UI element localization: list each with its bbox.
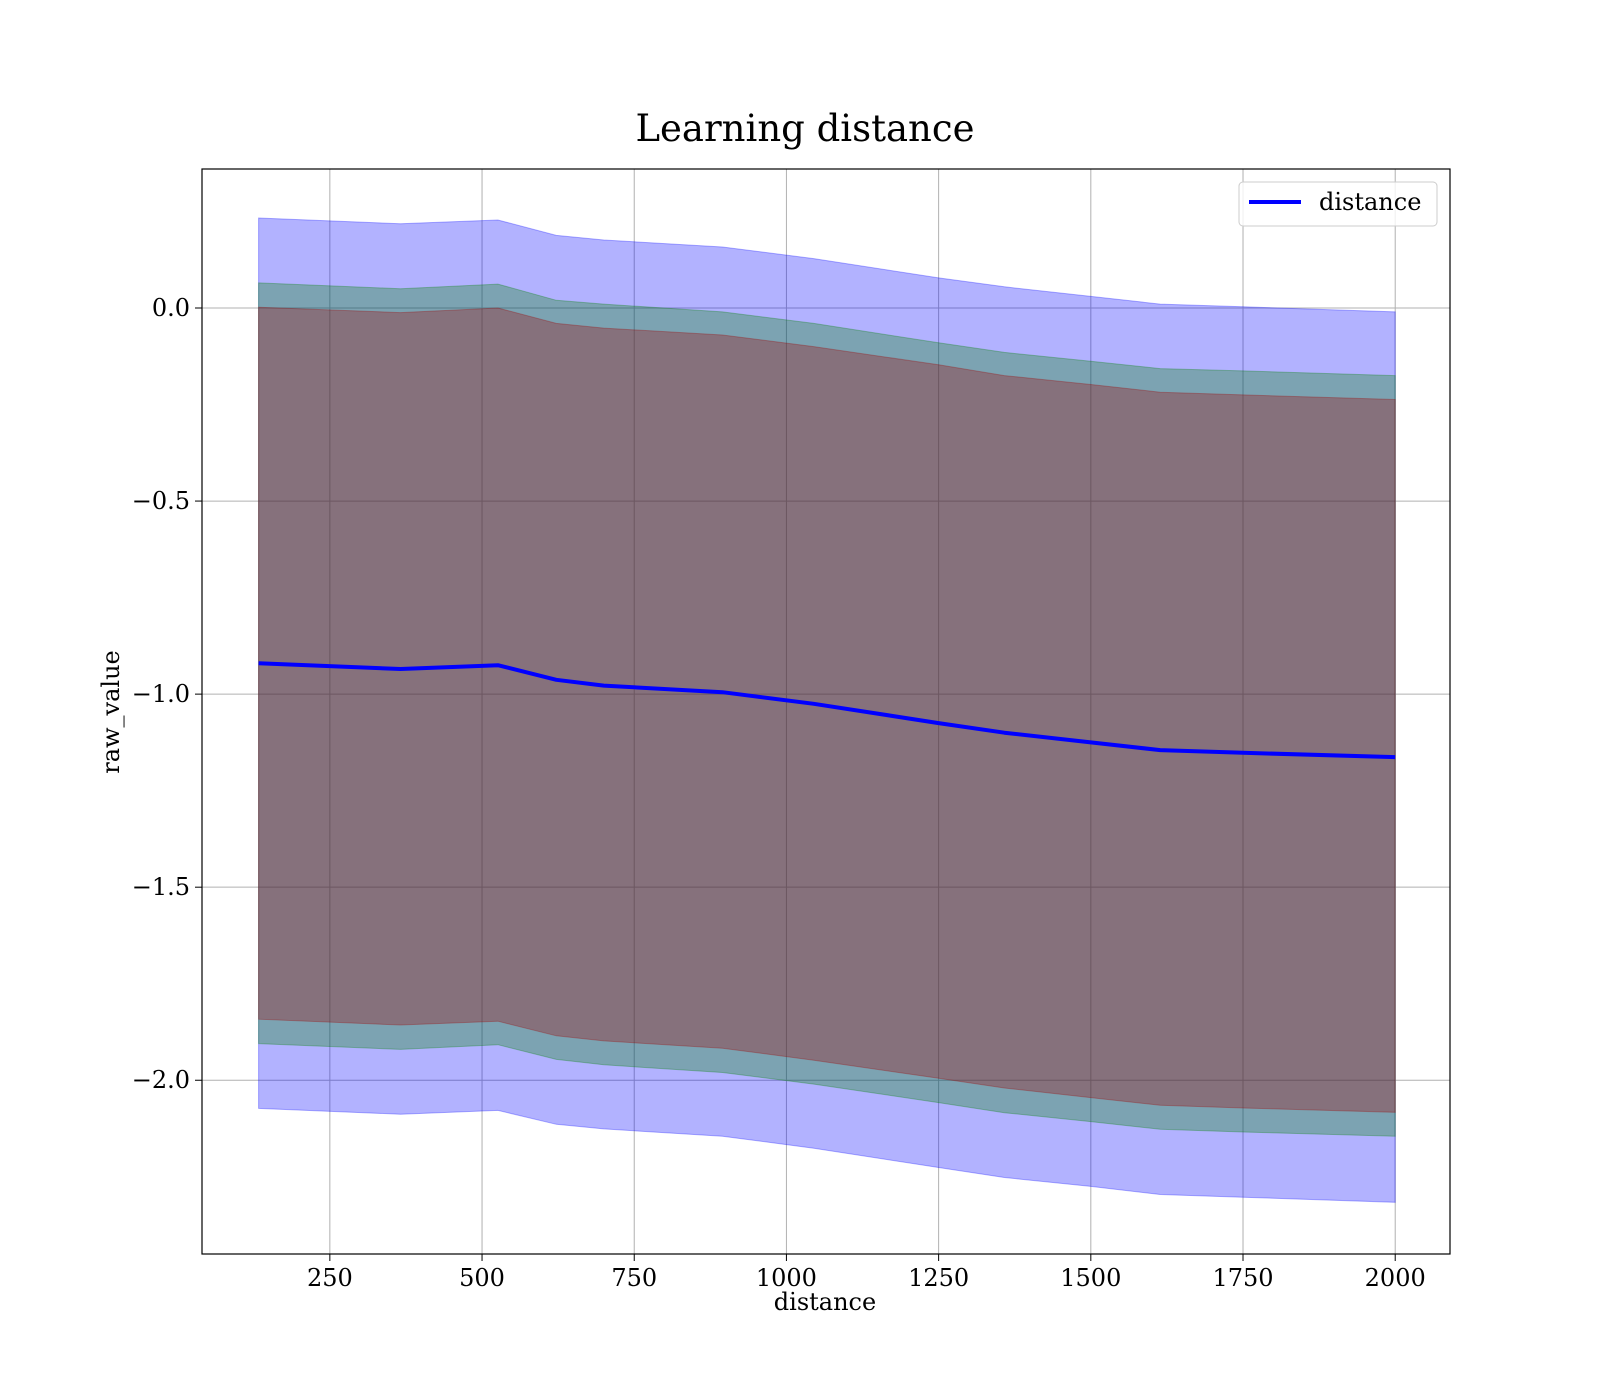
y-tick-label: 0.0 xyxy=(152,294,190,322)
legend: distance xyxy=(1238,181,1438,227)
x-axis-label: distance xyxy=(774,1288,876,1316)
x-axis-ticks: 250 500 750 1000 1250 1500 1750 2000 xyxy=(307,1254,1426,1292)
confidence-bands xyxy=(258,217,1396,1203)
chart-title: Learning distance xyxy=(635,107,974,150)
y-tick-label: −1.5 xyxy=(132,873,190,901)
x-tick-label: 1250 xyxy=(908,1264,969,1292)
band-middle-green xyxy=(258,282,1396,1137)
band-inner-red xyxy=(258,306,1396,1113)
x-tick-label: 250 xyxy=(307,1264,353,1292)
y-tick-label: −1.0 xyxy=(132,680,190,708)
y-tick-label: −0.5 xyxy=(132,487,190,515)
legend-box xyxy=(1238,181,1438,227)
x-tick-label: 1000 xyxy=(756,1264,817,1292)
y-axis-label: raw_value xyxy=(97,650,125,774)
legend-label-distance: distance xyxy=(1319,188,1421,216)
x-tick-label: 750 xyxy=(611,1264,657,1292)
x-tick-label: 1500 xyxy=(1060,1264,1121,1292)
band-outer-blue xyxy=(258,217,1396,1203)
plot-frame xyxy=(201,168,1451,1255)
grid xyxy=(202,169,1450,1254)
series-line-distance xyxy=(258,661,1396,760)
x-tick-label: 2000 xyxy=(1365,1264,1426,1292)
y-tick-label: −2.0 xyxy=(132,1066,190,1094)
y-axis-ticks: 0.0 −0.5 −1.0 −1.5 −2.0 xyxy=(132,294,202,1094)
x-tick-label: 1750 xyxy=(1212,1264,1273,1292)
series-lines xyxy=(258,661,1396,760)
x-tick-label: 500 xyxy=(459,1264,505,1292)
